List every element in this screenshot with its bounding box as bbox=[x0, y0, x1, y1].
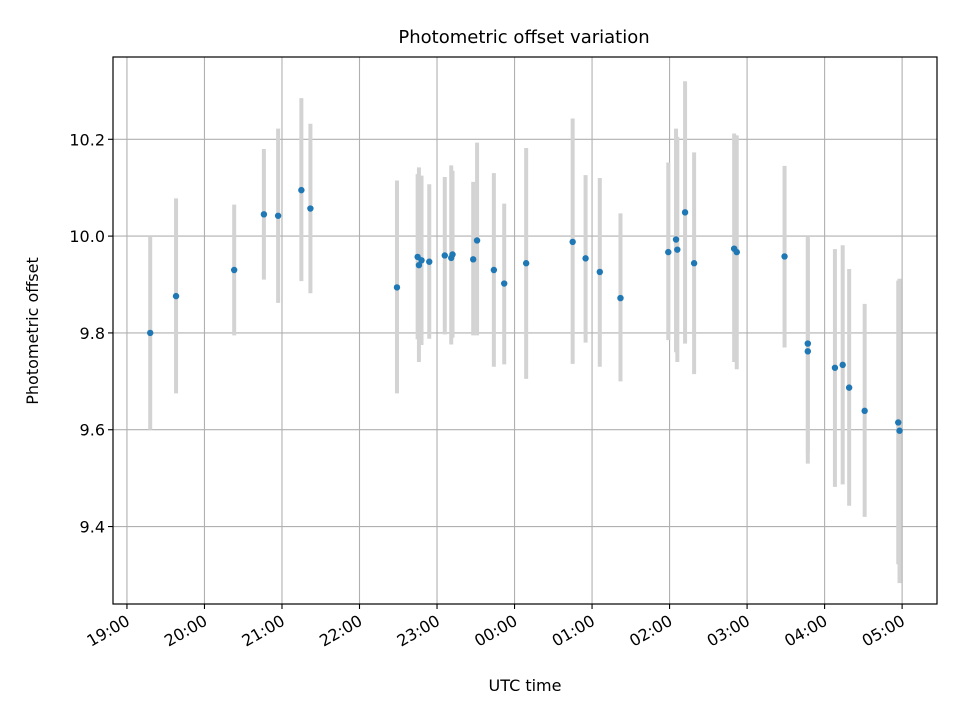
plot-frame bbox=[112, 56, 938, 605]
data-point bbox=[861, 407, 868, 415]
data-point bbox=[307, 205, 314, 212]
data-point bbox=[804, 348, 812, 355]
data-point bbox=[415, 261, 423, 269]
data-point bbox=[490, 266, 498, 274]
data-points bbox=[147, 186, 903, 434]
y-tick-label: 9.8 bbox=[80, 324, 105, 343]
data-point bbox=[260, 211, 268, 218]
data-point bbox=[781, 253, 788, 260]
data-point bbox=[690, 260, 698, 267]
y-axis-label: Photometric offset bbox=[23, 257, 42, 405]
data-point bbox=[393, 284, 401, 291]
data-point bbox=[681, 209, 689, 216]
x-axis-label: UTC time bbox=[489, 676, 562, 695]
data-point bbox=[672, 236, 680, 243]
data-point bbox=[839, 361, 846, 369]
data-point bbox=[896, 427, 903, 434]
data-point bbox=[831, 364, 839, 371]
data-point bbox=[172, 292, 180, 300]
data-point bbox=[230, 266, 238, 274]
data-point bbox=[500, 280, 508, 287]
data-point bbox=[617, 294, 624, 302]
data-point bbox=[473, 237, 481, 244]
data-point bbox=[449, 251, 456, 258]
data-point bbox=[569, 238, 576, 246]
data-point bbox=[147, 329, 154, 337]
data-point bbox=[733, 248, 740, 256]
y-tick-label: 9.4 bbox=[80, 518, 105, 537]
data-point bbox=[665, 248, 672, 256]
y-axis: 9.4 9.6 9.8 10.0 10.2 bbox=[69, 130, 113, 537]
data-point bbox=[674, 246, 681, 253]
y-tick-label: 10.0 bbox=[69, 227, 105, 246]
data-point bbox=[469, 256, 477, 263]
data-point bbox=[274, 212, 282, 219]
y-tick-label: 9.6 bbox=[80, 421, 105, 440]
data-point bbox=[522, 260, 530, 267]
chart-title: Photometric offset variation bbox=[398, 27, 649, 48]
data-point bbox=[845, 384, 853, 391]
data-point bbox=[596, 268, 604, 276]
y-tick-label: 10.2 bbox=[69, 130, 105, 149]
data-point bbox=[895, 419, 902, 426]
data-point bbox=[441, 252, 448, 259]
data-point bbox=[298, 186, 305, 194]
data-point bbox=[582, 255, 589, 262]
data-point bbox=[426, 258, 433, 265]
data-point bbox=[418, 257, 425, 264]
data-point bbox=[804, 340, 812, 347]
